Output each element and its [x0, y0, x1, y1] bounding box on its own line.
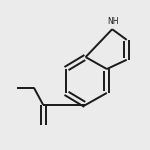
Text: NH: NH — [108, 17, 119, 26]
